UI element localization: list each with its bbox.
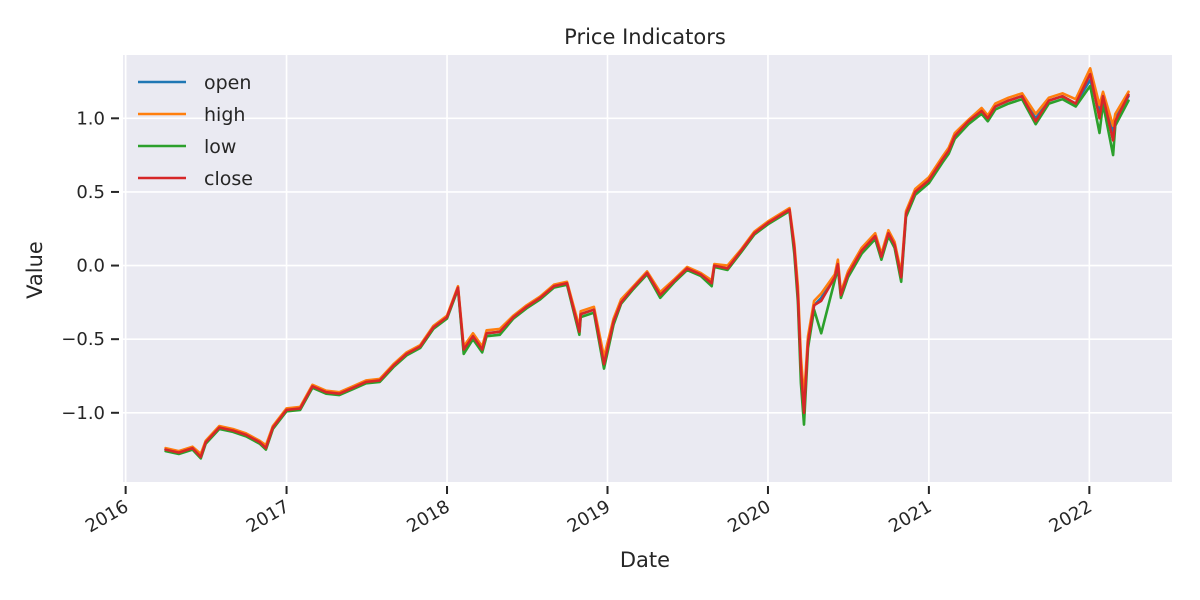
y-tick-label: −1.0 (61, 403, 105, 424)
y-axis: −1.0 −0.5 0.0 0.5 1.0 (61, 108, 119, 424)
series-line-high (164, 67, 1130, 456)
legend-label-high: high (204, 104, 245, 126)
series-line-close (164, 72, 1130, 459)
x-tick-label: 2021 (885, 496, 935, 537)
grid (123, 55, 1172, 482)
y-tick-label: 0.5 (76, 182, 105, 203)
legend: open high low close (138, 72, 253, 190)
x-tick-label: 2019 (564, 496, 614, 537)
y-tick-label: 1.0 (76, 108, 105, 129)
x-tick-label: 2018 (403, 496, 453, 537)
legend-label-open: open (204, 72, 251, 94)
x-tick-label: 2020 (724, 496, 774, 537)
y-axis-title: Value (23, 241, 47, 299)
x-axis: 2016 2017 2018 2019 2020 2021 2022 (82, 486, 1096, 537)
legend-label-low: low (204, 136, 236, 158)
x-tick-label: 2022 (1046, 496, 1096, 537)
x-axis-title: Date (620, 548, 670, 572)
x-tick-label: 2017 (243, 496, 293, 537)
y-tick-label: −0.5 (61, 329, 105, 350)
y-tick-label: 0.0 (76, 256, 105, 277)
x-tick-label: 2016 (82, 496, 132, 537)
series-lines (164, 67, 1130, 460)
legend-label-close: close (204, 168, 253, 190)
chart-title: Price Indicators (564, 25, 726, 49)
